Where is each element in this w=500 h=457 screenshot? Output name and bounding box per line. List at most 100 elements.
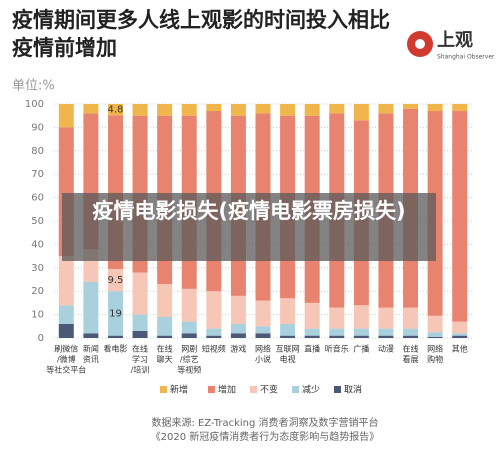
x-tick-label: /培训 [131, 365, 150, 375]
legend-swatch [160, 386, 167, 393]
bar-segment [353, 335, 369, 338]
legend-swatch [208, 386, 215, 393]
x-tick-label: /微博 [57, 354, 76, 364]
y-tick-label: 80 [31, 146, 44, 157]
bar-segment [83, 104, 99, 114]
legend-label: 新增 [170, 384, 188, 396]
x-tick-label: 小说 [255, 354, 271, 364]
bar-segment [255, 104, 271, 114]
bar-segment [280, 298, 296, 324]
bar-segment [230, 104, 246, 116]
source: 数据来源: EZ-Tracking 消费者洞察及数字营销平台 [151, 416, 378, 429]
bar-segment [427, 332, 443, 337]
bar-segment [452, 321, 468, 334]
logo-name: 上观 [437, 30, 473, 51]
bar-segment [353, 305, 369, 329]
bar-segment [304, 335, 320, 338]
bar-segment [157, 104, 173, 116]
x-tick-label: 学习 [132, 354, 148, 364]
x-tick-label: /综艺 [180, 354, 199, 364]
bar-segment [181, 288, 197, 322]
bar-segment [255, 326, 271, 334]
x-tick-label: 在线 [403, 344, 419, 354]
x-tick-label: 动漫 [378, 344, 394, 354]
bar-segment [329, 104, 345, 114]
bar-segment [157, 316, 173, 336]
x-tick-label: 直播 [304, 344, 320, 354]
bar-segment [132, 330, 148, 338]
data-label: 19 [109, 308, 122, 319]
bar-segment [452, 111, 468, 322]
bar-segment [230, 295, 246, 324]
legend-swatch [334, 386, 341, 393]
bar-segment [206, 104, 222, 112]
bar-segment [452, 333, 468, 336]
y-tick-label: 30 [31, 263, 44, 274]
bar-segment [206, 291, 222, 329]
x-tick-label: 电视 [280, 354, 296, 364]
bar-segment [255, 333, 271, 338]
legend-swatch [292, 386, 299, 393]
bar-segment [378, 104, 394, 114]
x-tick-label: 看电影 [103, 344, 127, 354]
bar-segment [230, 323, 246, 334]
x-tick-label: 看展 [403, 355, 419, 364]
bar-segment [329, 335, 345, 338]
bar-segment [107, 104, 123, 116]
x-tick-label: 在线 [132, 344, 148, 354]
bar-segment [107, 291, 123, 336]
x-tick-label: 刷微信 [54, 344, 78, 354]
bar-segment [181, 321, 197, 334]
x-tick-label: 短视频 [202, 344, 226, 354]
bar-segment [378, 335, 394, 338]
y-tick-label: 50 [31, 216, 44, 227]
bar-segment [329, 307, 345, 329]
bar-segment [403, 307, 419, 329]
bar-segment [403, 335, 419, 338]
bar-segment [58, 104, 74, 128]
y-tick-label: 20 [31, 286, 44, 297]
bar-segment [427, 104, 443, 112]
x-tick-label: 其他 [452, 344, 468, 354]
bar-segment [157, 284, 173, 317]
x-tick-label: 资讯 [83, 354, 99, 364]
bar-segment [427, 336, 443, 338]
y-tick-label: 90 [31, 122, 44, 133]
bar-segment [378, 328, 394, 336]
bar-segment [353, 328, 369, 336]
y-tick-label: 100 [25, 99, 44, 110]
x-tick-label: 听音乐 [325, 344, 349, 354]
bar-segment [181, 333, 197, 338]
x-tick-label: 网络 [427, 344, 443, 354]
legend-label: 取消 [344, 384, 362, 396]
bar-segment [58, 256, 74, 306]
bar-segment [107, 268, 123, 292]
bar-segment [304, 104, 320, 116]
bar-segment [378, 307, 394, 329]
legend-label: 减少 [302, 384, 320, 396]
bar-segment [206, 328, 222, 336]
legend-swatch [250, 386, 257, 393]
bar-segment [255, 300, 271, 327]
bar-segment [107, 335, 123, 338]
bar-segment [83, 333, 99, 338]
bar-segment [304, 302, 320, 329]
y-axis-label: 单位:% [12, 79, 55, 94]
bar-segment [304, 328, 320, 336]
x-tick-label: 网络 [255, 344, 271, 354]
y-tick-label: 0 [38, 333, 44, 344]
bar-segment [427, 315, 443, 333]
y-tick-label: 10 [31, 310, 44, 321]
bar-segment [132, 314, 148, 331]
x-tick-label: 游戏 [230, 344, 246, 354]
bar-segment [58, 323, 74, 338]
y-tick-label: 40 [31, 239, 44, 250]
bar-segment [132, 272, 148, 315]
bar-segment [280, 335, 296, 338]
bar-segment [280, 323, 296, 336]
x-tick-label: 在线 [157, 344, 173, 354]
bar-segment [206, 335, 222, 338]
bar-segment [329, 328, 345, 336]
x-tick-label: 聊天 [157, 355, 173, 364]
